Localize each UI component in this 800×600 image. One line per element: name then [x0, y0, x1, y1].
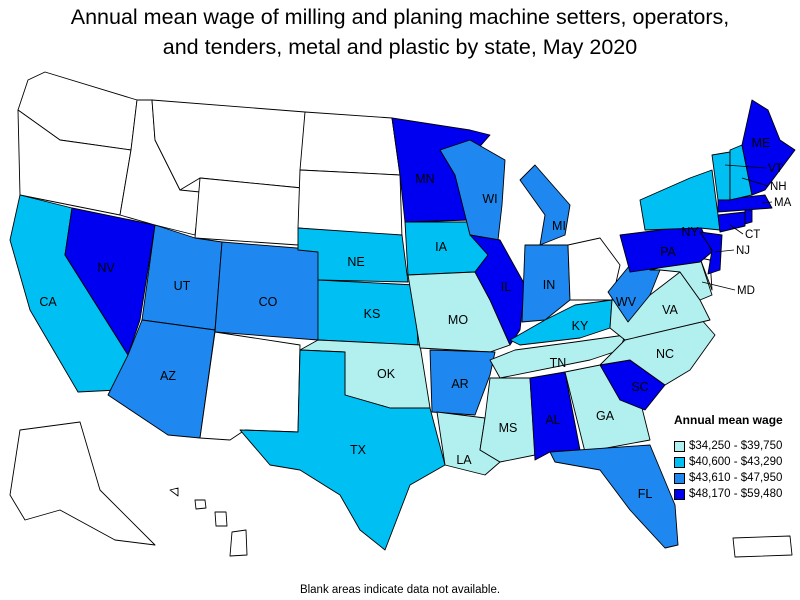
map-title: Annual mean wage of milling and planing …	[0, 2, 800, 62]
state-nj	[699, 231, 723, 275]
legend-swatch	[674, 488, 685, 500]
state-label-ga: GA	[596, 409, 615, 423]
state-va	[609, 271, 711, 341]
state-sd	[297, 169, 403, 239]
state-label-ny: NY	[681, 225, 699, 239]
state-ut	[141, 224, 223, 331]
state-me	[741, 99, 796, 196]
callout-line-md	[701, 281, 736, 291]
state-label-ms: MS	[499, 421, 518, 435]
state-ak	[9, 421, 156, 546]
state-ms	[479, 377, 536, 463]
state-nm	[199, 331, 301, 441]
state-label-az: AZ	[160, 369, 176, 383]
state-il	[469, 234, 526, 346]
state-label-la: LA	[456, 453, 472, 467]
state-label-ct: CT	[745, 229, 760, 241]
state-label-ia: IA	[435, 240, 447, 254]
state-label-vt: VT	[768, 163, 783, 175]
legend-item: $48,170 - $59,480	[674, 486, 798, 502]
legend-label: $34,250 - $39,750	[689, 440, 783, 452]
legend-item: $40,600 - $43,290	[674, 454, 798, 470]
state-label-ky: KY	[572, 319, 589, 333]
state-label-va: VA	[662, 303, 678, 317]
title-line-2: and tenders, metal and plastic by state,…	[162, 35, 638, 59]
legend-swatch	[674, 456, 685, 468]
state-label-ar: AR	[451, 377, 468, 391]
state-co	[214, 241, 323, 341]
state-ri	[744, 209, 753, 225]
state-label-mn: MN	[415, 172, 434, 186]
legend-swatch	[674, 472, 685, 484]
state-label-sc: SC	[631, 380, 648, 394]
footnote: Blank areas indicate data not available.	[299, 584, 501, 596]
state-label-me: ME	[752, 136, 771, 150]
state-label-nc: NC	[656, 347, 674, 361]
state-label-co: CO	[259, 295, 278, 309]
state-label-ma: MA	[774, 197, 792, 209]
state-wv	[607, 264, 661, 323]
legend-label: $48,170 - $59,480	[689, 488, 783, 500]
state-label-al: AL	[545, 413, 560, 427]
state-wi	[439, 139, 506, 241]
state-label-nv: NV	[97, 261, 115, 275]
state-mi	[519, 164, 571, 246]
callout-line-nj	[714, 249, 735, 253]
state-label-pa: PA	[660, 245, 676, 259]
state-label-mi: MI	[552, 219, 566, 233]
state-label-nj: NJ	[736, 245, 750, 257]
legend-title: Annual mean wage	[674, 413, 783, 427]
legend-item: $43,610 - $47,950	[674, 470, 798, 486]
state-ga	[564, 364, 651, 453]
legend-label: $40,600 - $43,290	[689, 456, 783, 468]
state-label-nh: NH	[770, 181, 787, 193]
state-label-wv: WV	[616, 295, 637, 309]
callout-line-vt	[724, 164, 767, 169]
state-tx	[239, 349, 446, 551]
state-wy	[194, 177, 303, 246]
legend-item: $34,250 - $39,750	[674, 438, 798, 454]
state-label-tx: TX	[350, 443, 367, 457]
legend-swatch	[674, 440, 685, 452]
state-ct	[717, 211, 746, 233]
state-hi	[169, 487, 248, 557]
state-label-tn: TN	[550, 356, 567, 370]
state-label-in: IN	[543, 278, 556, 292]
callout-line-ma	[761, 201, 773, 204]
state-ny	[639, 169, 721, 231]
state-label-wi: WI	[482, 192, 497, 206]
legend-label: $43,610 - $47,950	[689, 472, 783, 484]
state-ar	[429, 349, 496, 416]
callout-line-nh	[741, 177, 769, 187]
state-label-md: MD	[737, 285, 755, 297]
state-fl	[549, 444, 679, 549]
state-label-ne: NE	[347, 255, 364, 269]
state-label-fl: FL	[638, 487, 653, 501]
state-label-ut: UT	[174, 279, 191, 293]
state-pr	[732, 535, 793, 558]
legend: Annual mean wage $34,250 - $39,750 $40,6…	[674, 413, 798, 502]
callout-line-ct	[729, 224, 744, 235]
state-label-ca: CA	[39, 295, 57, 309]
title-line-1: Annual mean wage of milling and planing …	[70, 5, 730, 29]
state-nd	[299, 111, 401, 176]
state-label-ks: KS	[364, 307, 381, 321]
state-label-ok: OK	[377, 367, 396, 381]
state-mt	[151, 99, 306, 191]
state-label-il: IL	[501, 280, 511, 294]
state-label-mo: MO	[448, 313, 468, 327]
state-nv	[64, 207, 156, 356]
state-in	[521, 244, 571, 323]
